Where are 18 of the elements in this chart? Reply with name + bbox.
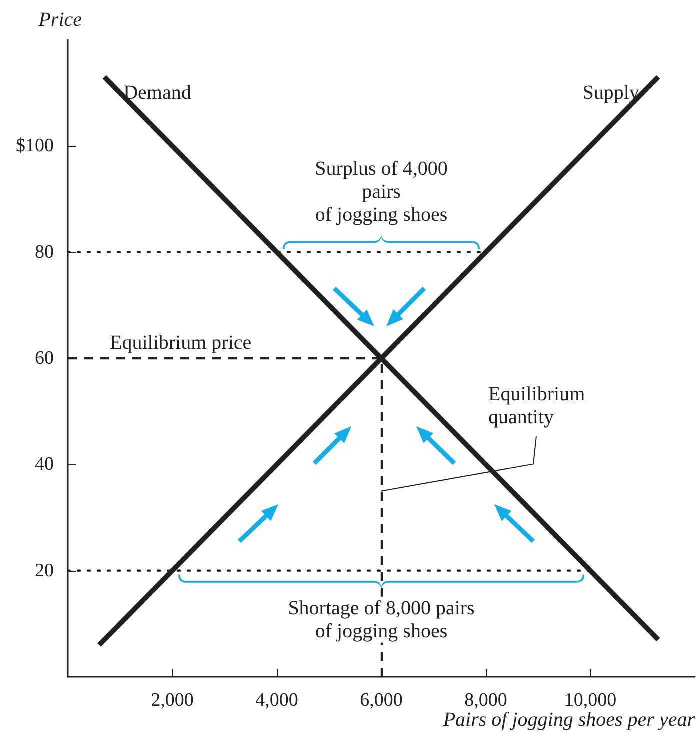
- x-tick-label: 10,000: [564, 690, 617, 711]
- annotation: Equilibrium quantity: [488, 384, 586, 429]
- x-tick-label: 8,000: [464, 690, 508, 711]
- annotation: Surplus of 4,000 pairs of jogging shoes: [315, 158, 448, 226]
- y-tick-label: $100: [16, 136, 54, 157]
- y-axis-title: Price: [38, 9, 82, 31]
- y-tick-label: 40: [35, 454, 54, 476]
- y-tick-label: 80: [35, 242, 54, 263]
- y-tick-label: 20: [35, 560, 54, 582]
- x-tick-label: 4,000: [256, 690, 298, 711]
- x-axis-title: Pairs of jogging shoes per year: [442, 709, 696, 731]
- annotation: Shortage of 8,000 pairs of jogging shoes: [288, 597, 476, 642]
- series-label: Demand: [124, 82, 192, 104]
- annotation: Equilibrium price: [110, 332, 252, 354]
- y-tick-label: 60: [35, 348, 54, 369]
- series-label: Supply: [582, 82, 640, 104]
- x-tick-label: 6,000: [360, 690, 403, 711]
- x-tick-label: 2,000: [151, 690, 194, 711]
